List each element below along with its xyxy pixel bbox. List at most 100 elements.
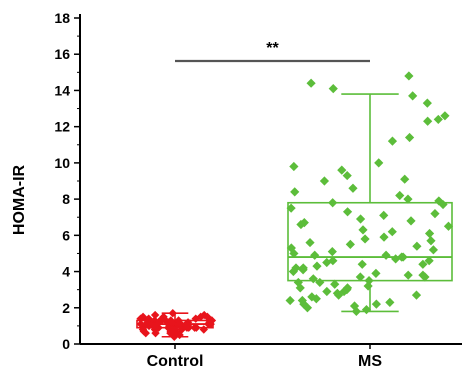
data-point bbox=[422, 98, 432, 108]
box-ms bbox=[287, 93, 453, 313]
data-point bbox=[289, 161, 299, 172]
data-point bbox=[428, 245, 439, 255]
data-point bbox=[291, 263, 301, 273]
data-point bbox=[299, 218, 309, 228]
data-point bbox=[199, 325, 208, 334]
data-points bbox=[136, 71, 454, 341]
data-point bbox=[391, 254, 401, 264]
x-axis: Control MS bbox=[80, 343, 462, 370]
y-axis: 0 2 4 6 8 10 12 14 16 18 bbox=[54, 10, 81, 352]
data-point bbox=[290, 187, 300, 197]
data-point bbox=[371, 268, 381, 278]
data-point bbox=[307, 292, 317, 302]
box-control bbox=[136, 312, 214, 338]
data-point bbox=[403, 270, 413, 280]
data-point bbox=[296, 219, 306, 230]
data-point bbox=[374, 158, 384, 168]
data-point bbox=[298, 263, 308, 273]
data-point bbox=[342, 170, 352, 181]
data-point bbox=[297, 295, 307, 306]
data-point bbox=[360, 234, 370, 244]
data-point bbox=[286, 203, 296, 213]
data-point bbox=[424, 256, 434, 266]
data-point bbox=[286, 243, 296, 253]
y-tick-label: 0 bbox=[62, 336, 70, 352]
data-point bbox=[199, 310, 209, 320]
y-tick-label: 8 bbox=[62, 191, 70, 207]
data-point bbox=[328, 84, 338, 94]
data-point bbox=[288, 266, 298, 277]
data-point bbox=[355, 272, 365, 282]
data-point bbox=[166, 328, 175, 338]
y-tick-label: 10 bbox=[54, 155, 70, 171]
data-point bbox=[406, 216, 416, 226]
data-point bbox=[322, 286, 332, 297]
y-tick-label: 2 bbox=[62, 300, 70, 316]
box-plots bbox=[136, 93, 453, 338]
y-tick-label: 12 bbox=[54, 119, 70, 135]
data-point bbox=[345, 239, 355, 249]
data-point bbox=[423, 116, 433, 126]
data-point bbox=[299, 299, 309, 309]
data-point bbox=[358, 225, 368, 235]
data-point bbox=[418, 259, 428, 269]
y-tick-label: 6 bbox=[62, 227, 70, 243]
y-tick-label: 16 bbox=[54, 46, 70, 62]
significance-label: ** bbox=[266, 40, 279, 57]
data-point bbox=[342, 207, 353, 217]
data-point bbox=[150, 310, 160, 320]
data-point bbox=[330, 279, 340, 289]
data-point bbox=[311, 294, 321, 304]
data-point bbox=[385, 297, 395, 307]
y-tick-label: 4 bbox=[62, 264, 70, 280]
data-point bbox=[404, 132, 415, 143]
data-point bbox=[319, 176, 330, 186]
data-point bbox=[315, 277, 325, 288]
data-point bbox=[342, 283, 353, 293]
data-point bbox=[387, 227, 397, 237]
data-point bbox=[440, 111, 450, 121]
y-tick-label: 14 bbox=[54, 82, 70, 98]
data-point bbox=[312, 261, 322, 271]
data-point bbox=[328, 256, 338, 266]
x-tick-label: MS bbox=[358, 353, 382, 370]
data-point bbox=[420, 272, 430, 282]
data-point bbox=[289, 248, 299, 259]
data-point bbox=[430, 209, 440, 219]
data-point bbox=[379, 210, 389, 221]
data-point bbox=[395, 190, 405, 201]
y-tick-label: 18 bbox=[54, 10, 70, 26]
data-point bbox=[433, 114, 443, 125]
data-point bbox=[400, 174, 410, 184]
data-point bbox=[355, 214, 366, 224]
data-point bbox=[334, 290, 344, 300]
data-point bbox=[327, 247, 337, 257]
data-point bbox=[357, 259, 367, 269]
data-point bbox=[443, 221, 454, 231]
data-point bbox=[305, 237, 315, 248]
data-point bbox=[408, 91, 418, 101]
data-point bbox=[411, 290, 422, 300]
data-point bbox=[426, 236, 436, 246]
data-point bbox=[139, 327, 149, 336]
data-point bbox=[151, 328, 160, 338]
data-point bbox=[308, 274, 318, 284]
data-point bbox=[424, 228, 435, 239]
significance-annotation: ** bbox=[175, 40, 370, 63]
data-point bbox=[387, 136, 398, 146]
data-point bbox=[310, 250, 320, 260]
data-point bbox=[412, 241, 422, 251]
x-tick-label: Control bbox=[147, 353, 204, 370]
data-point bbox=[302, 303, 313, 313]
data-point bbox=[403, 194, 413, 204]
data-point bbox=[196, 312, 205, 322]
data-point bbox=[379, 232, 389, 242]
data-point bbox=[306, 78, 316, 88]
data-point bbox=[295, 283, 305, 293]
data-point bbox=[337, 165, 347, 175]
data-point bbox=[285, 295, 295, 306]
data-point bbox=[381, 250, 391, 260]
y-axis-title: HOMA-IR bbox=[11, 164, 28, 235]
data-point bbox=[404, 71, 414, 81]
